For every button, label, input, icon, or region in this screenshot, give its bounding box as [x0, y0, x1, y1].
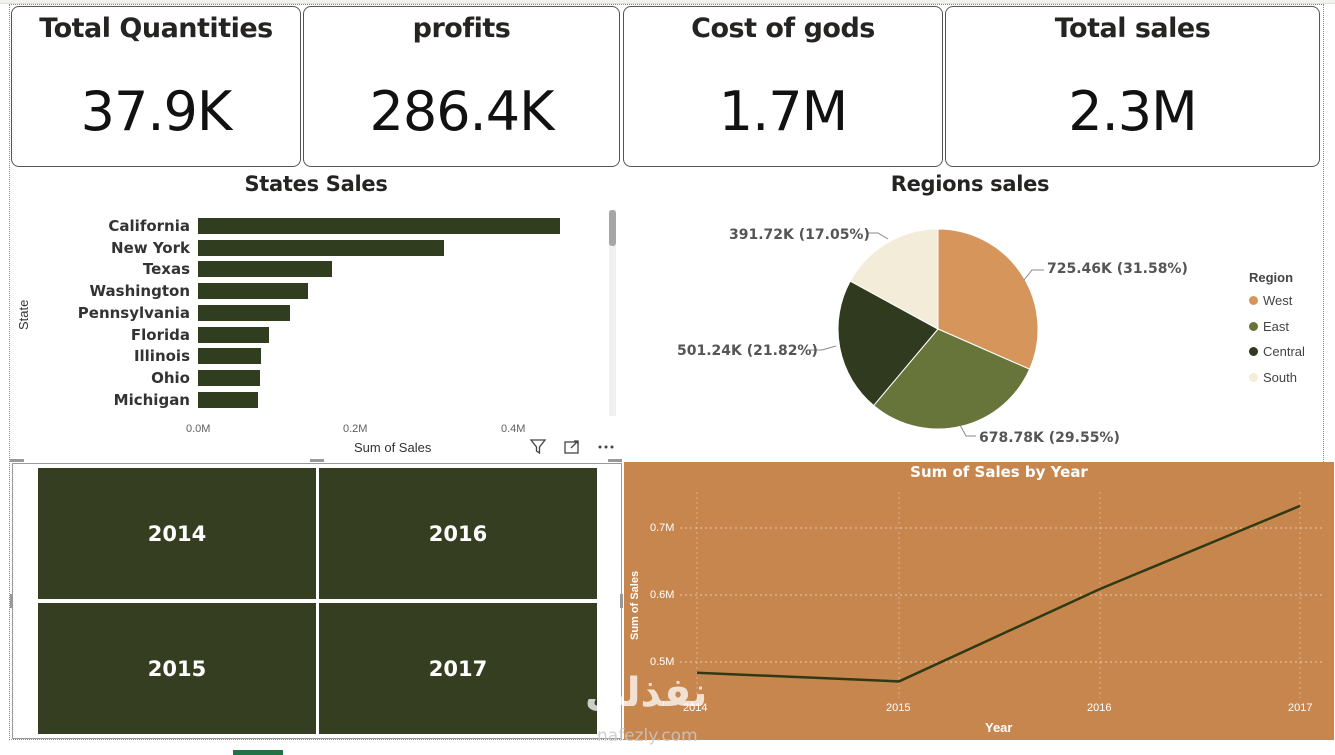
bar-label: New York — [111, 238, 190, 257]
legend-title: Region — [1249, 270, 1294, 285]
bar-label: Illinois — [133, 347, 190, 366]
sales-line[interactable] — [696, 504, 1301, 683]
tile-2017[interactable]: 2017 — [319, 603, 597, 734]
pie-label-east: 678.78K (29.55%) — [979, 430, 1120, 446]
line-x-axis-title: Year — [985, 720, 1013, 735]
pie-slice-west[interactable] — [937, 228, 1039, 370]
states-scrollbar-thumb[interactable] — [609, 210, 616, 246]
bar[interactable] — [198, 283, 308, 300]
card-value: 37.9K — [80, 80, 233, 143]
legend-item-west[interactable]: West — [1249, 293, 1292, 308]
resize-handle[interactable] — [10, 594, 13, 608]
states-y-axis-title: State — [16, 299, 31, 330]
pie-label-central: 501.24K (21.82%) — [677, 343, 818, 359]
bar[interactable] — [198, 391, 259, 408]
resize-handle[interactable] — [10, 459, 24, 462]
bar-label: Texas — [142, 260, 190, 279]
card-title: Cost of gods — [691, 13, 875, 44]
pie-leader-lines — [810, 232, 1044, 437]
card-value: 1.7M — [718, 80, 848, 143]
bar-label: Washington — [89, 282, 190, 301]
x-tick: 0.2M — [343, 423, 368, 435]
card-value: 2.3M — [1068, 80, 1197, 143]
card-value: 286.4K — [369, 80, 554, 143]
x-tick: 0.0M — [186, 423, 211, 435]
x-tick: 2014 — [683, 702, 708, 714]
card-total-sales[interactable]: Total sales 2.3M — [945, 6, 1320, 167]
legend-dot — [1249, 372, 1258, 382]
resize-handle[interactable] — [608, 459, 622, 462]
card-cost-of-goods[interactable]: Cost of gods 1.7M — [623, 6, 943, 167]
tile-2015[interactable]: 2015 — [38, 603, 316, 734]
card-title: Total Quantities — [39, 13, 273, 44]
y-tick: 0.7M — [650, 522, 675, 534]
more-options-icon[interactable] — [595, 436, 617, 458]
tile-2016[interactable]: 2016 — [319, 468, 597, 599]
legend-item-east[interactable]: East — [1249, 319, 1289, 334]
legend-item-central[interactable]: Central — [1249, 344, 1305, 359]
bar[interactable] — [198, 261, 333, 278]
y-tick: 0.6M — [650, 589, 675, 601]
legend-dot — [1249, 347, 1258, 356]
pie-label-south: 391.72K (17.05%) — [729, 227, 870, 243]
bar-label: Florida — [130, 325, 190, 344]
pie-slice-south[interactable] — [849, 228, 939, 330]
states-x-axis-title: Sum of Sales — [354, 440, 432, 455]
x-tick: 0.4M — [501, 423, 526, 435]
tile-2014[interactable]: 2014 — [38, 468, 316, 599]
x-tick: 2017 — [1288, 702, 1313, 714]
card-title: Total sales — [1054, 13, 1211, 44]
line-y-axis-title: Sum of Sales — [629, 570, 641, 640]
watermark-logo: نفذلي — [585, 670, 708, 716]
pie-label-west: 725.46K (31.58%) — [1047, 261, 1188, 277]
y-tick: 0.5M — [650, 656, 675, 668]
watermark-url: nafezly.com — [597, 726, 698, 746]
bar-label: Pennsylvania — [77, 303, 190, 322]
resize-handle[interactable] — [620, 594, 623, 608]
ribbon-strip — [0, 0, 1335, 4]
card-profits[interactable]: profits 286.4K — [303, 6, 620, 167]
sales-line-chart[interactable] — [624, 462, 1334, 740]
pie-slice-central[interactable] — [837, 280, 939, 407]
bar[interactable] — [198, 348, 262, 365]
regions-pie-chart[interactable] — [830, 222, 1050, 437]
regions-chart-title: Regions sales — [890, 172, 1050, 196]
card-total-quantities[interactable]: Total Quantities 37.9K — [11, 6, 301, 167]
legend-label: East — [1263, 318, 1290, 334]
x-tick: 2016 — [1087, 702, 1112, 714]
bar-label: Michigan — [113, 390, 190, 409]
states-scrollbar-track[interactable] — [609, 210, 616, 416]
legend-label: West — [1263, 293, 1293, 308]
legend-dot — [1249, 296, 1258, 305]
bar-label: Ohio — [151, 368, 190, 387]
legend-item-south[interactable]: South — [1249, 370, 1297, 385]
legend-dot — [1249, 321, 1258, 331]
bar[interactable] — [198, 369, 260, 386]
bar-label: California — [108, 217, 190, 235]
focus-mode-icon[interactable] — [561, 436, 583, 458]
page-tab-indicator[interactable] — [233, 750, 283, 755]
line-chart-title: Sum of Sales by Year — [910, 463, 1088, 481]
resize-handle[interactable] — [310, 459, 324, 462]
legend-label: Central — [1263, 344, 1305, 359]
bar[interactable] — [198, 239, 444, 256]
legend-label: South — [1263, 369, 1297, 385]
bar[interactable] — [198, 326, 269, 343]
filter-icon[interactable] — [527, 436, 549, 458]
x-tick: 2015 — [886, 702, 911, 714]
bar[interactable] — [198, 304, 291, 321]
sales-by-year-panel[interactable] — [624, 462, 1334, 740]
card-title: profits — [412, 13, 511, 44]
bar[interactable] — [198, 218, 560, 234]
states-chart-title: States Sales — [244, 172, 388, 196]
